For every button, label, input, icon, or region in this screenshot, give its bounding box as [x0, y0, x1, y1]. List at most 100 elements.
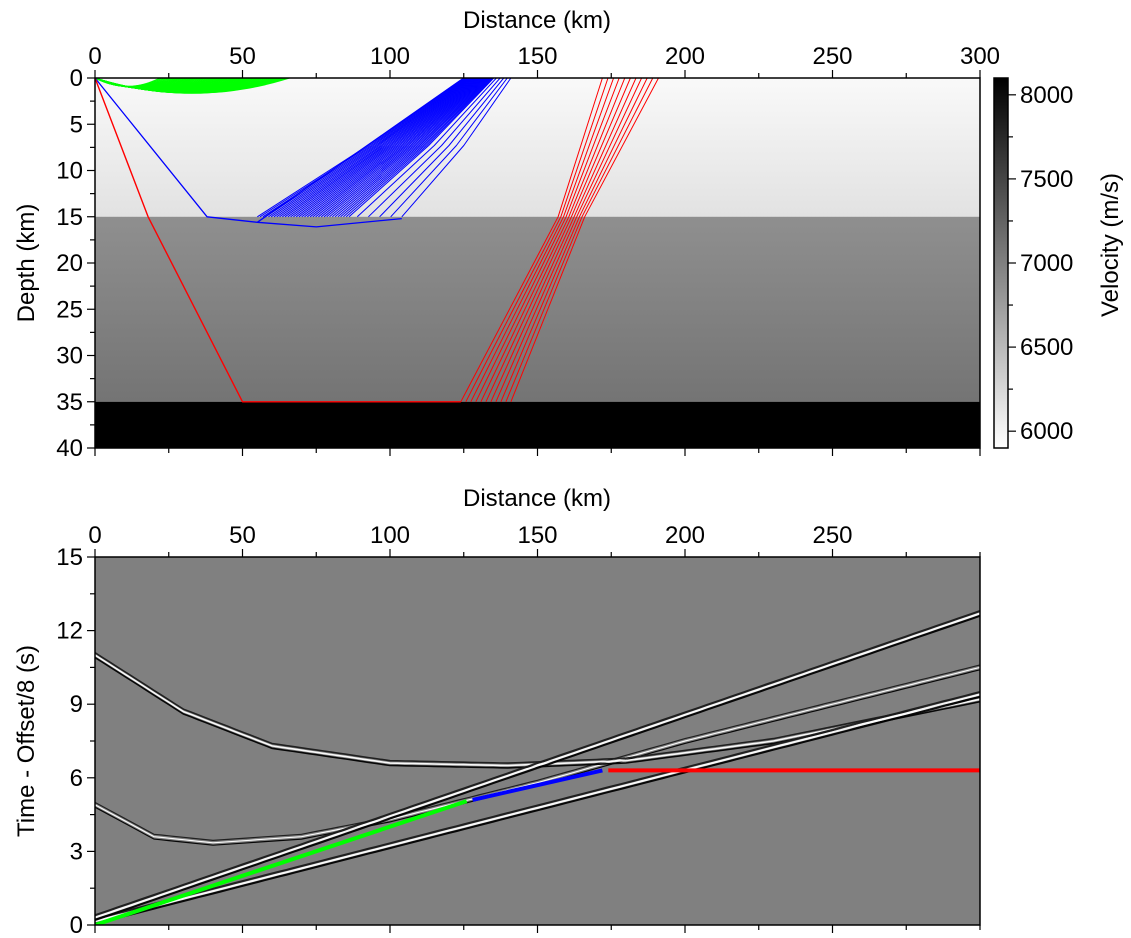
head-wave-ray-15km — [326, 78, 487, 218]
y-axis-ticks: 0 5 10 15 20 25 30 35 40 — [56, 65, 95, 462]
head-wave-ray-15km — [320, 78, 485, 218]
colorbar: 6000 6500 7000 7500 8000 Velocity (m/s) — [993, 77, 1124, 449]
head-wave-ray-15km — [282, 78, 473, 218]
head-wave-ray-15km — [259, 78, 465, 218]
head-wave-ray-15km — [306, 78, 481, 218]
head-wave-ray-15km — [315, 78, 484, 218]
head-wave-ray-15km — [293, 78, 476, 218]
x-tick-label: 0 — [88, 43, 101, 70]
x-tick-label: 150 — [517, 522, 557, 549]
x-tick-label: 250 — [812, 43, 852, 70]
x-tick-label: 200 — [665, 522, 705, 549]
seismic-events — [95, 610, 980, 925]
head-wave-ray-15km — [257, 78, 465, 218]
head-wave-ray-15km — [279, 78, 472, 218]
head-wave-ray-35km — [510, 78, 659, 402]
head-wave-ray-15km — [312, 78, 483, 218]
pick-series — [95, 768, 980, 925]
direct-event — [95, 612, 980, 919]
colorbar-gradient — [993, 77, 1009, 449]
y-axis-label: Depth (km) — [13, 204, 40, 323]
head-wave-ray-15km — [304, 78, 480, 218]
head-wave-ray-35km — [490, 78, 637, 403]
head-wave-ray-15km — [318, 78, 485, 218]
x-tick-label: 50 — [229, 522, 256, 549]
head-wave-ray-15km — [287, 78, 475, 218]
colorbar-tick-label: 6000 — [1020, 418, 1073, 445]
y-tick-label: 15 — [56, 204, 83, 231]
direct-event — [95, 610, 980, 917]
x-tick-label: 0 — [88, 522, 101, 549]
pick-line — [472, 768, 603, 802]
head-wave-ray-15km — [345, 78, 494, 218]
head-wave-ray-15km — [337, 78, 491, 218]
head-wave-ray-15km — [290, 78, 475, 218]
x-tick-label: 300 — [960, 43, 1000, 70]
velocity-layer — [95, 401, 980, 448]
head-wave-ray-15km — [270, 78, 469, 218]
colorbar-ticks: 6000 6500 7000 7500 8000 — [1008, 82, 1073, 445]
head-wave-ray-15km — [348, 78, 495, 218]
y-tick-label: 35 — [56, 389, 83, 416]
x-axis-ticks: 0 50 100 150 200 250 300 — [88, 43, 1000, 456]
reflection-event-35km — [95, 666, 980, 844]
head-wave-ray-35km — [460, 78, 603, 403]
y-tick-label: 3 — [70, 838, 83, 865]
head-wave-ray-15km — [309, 78, 482, 218]
y-tick-label: 10 — [56, 158, 83, 185]
y-tick-label: 30 — [56, 343, 83, 370]
x-tick-label: 250 — [812, 522, 852, 549]
y-tick-label: 12 — [56, 618, 83, 645]
head-wave-ray-35km — [475, 78, 620, 403]
y-tick-label: 6 — [70, 765, 83, 792]
head-wave-ray-35km — [495, 78, 643, 403]
colorbar-label: Velocity (m/s) — [1097, 173, 1124, 317]
head-wave-ray-15km — [298, 78, 478, 218]
velocity-layer — [95, 216, 980, 402]
head-wave-ray-15km — [276, 78, 471, 218]
head-wave-ray-35km — [465, 78, 609, 403]
head-wave-ray-15km — [265, 78, 467, 218]
y-tick-label: 9 — [70, 691, 83, 718]
x-tick-label: 50 — [229, 43, 256, 70]
head-wave-ray-15km — [323, 78, 486, 218]
colorbar-tick-label: 7000 — [1020, 250, 1073, 277]
head-wave-ray-35km — [485, 78, 631, 403]
head-wave-ray-15km — [340, 78, 492, 218]
head-wave-ray-15km — [356, 78, 497, 218]
head-wave-ray-35km — [505, 78, 654, 402]
x-tick-label: 100 — [370, 522, 410, 549]
head-wave-ray-15km — [295, 78, 477, 218]
y-tick-label: 0 — [70, 912, 83, 938]
x-axis-label: Distance (km) — [463, 7, 611, 34]
seismogram-panel: 0 50 100 150 200 250 0 3 6 9 12 15 Distance (km) T… — [13, 485, 981, 938]
head-wave-ray-15km — [331, 78, 489, 218]
reflection-event-35km — [95, 664, 980, 842]
x-axis-ticks: 0 50 100 150 200 250 — [88, 522, 981, 933]
y-tick-label: 25 — [56, 296, 83, 323]
velocity-model-panel: 0 50 100 150 200 250 300 0 5 10 15 20 25 30 35 40 Dist… — [13, 7, 1124, 462]
colorbar-tick-label: 7500 — [1020, 166, 1073, 193]
y-tick-label: 0 — [70, 65, 83, 92]
ray-paths — [95, 78, 659, 403]
interface-ray-15km — [257, 217, 402, 228]
head-wave-ray-15km — [284, 78, 474, 218]
x-axis-label: Distance (km) — [463, 485, 611, 512]
head-wave-ray-35km — [95, 78, 461, 403]
x-tick-label: 150 — [517, 43, 557, 70]
head-wave-ray-15km — [273, 78, 470, 218]
head-wave-ray-15km — [343, 78, 493, 218]
refraction-event-15km — [95, 693, 980, 923]
refraction-event-15km — [95, 691, 980, 920]
head-wave-ray-15km — [301, 78, 479, 218]
head-wave-ray-15km — [268, 78, 468, 218]
refraction-event-15km — [95, 695, 980, 925]
x-tick-label: 200 — [665, 43, 705, 70]
head-wave-ray-15km — [262, 78, 466, 218]
head-wave-ray-15km — [329, 78, 488, 218]
colorbar-tick-label: 6500 — [1020, 334, 1073, 361]
y-tick-label: 5 — [70, 111, 83, 138]
y-tick-label: 40 — [56, 435, 83, 462]
head-wave-ray-35km — [480, 78, 626, 403]
